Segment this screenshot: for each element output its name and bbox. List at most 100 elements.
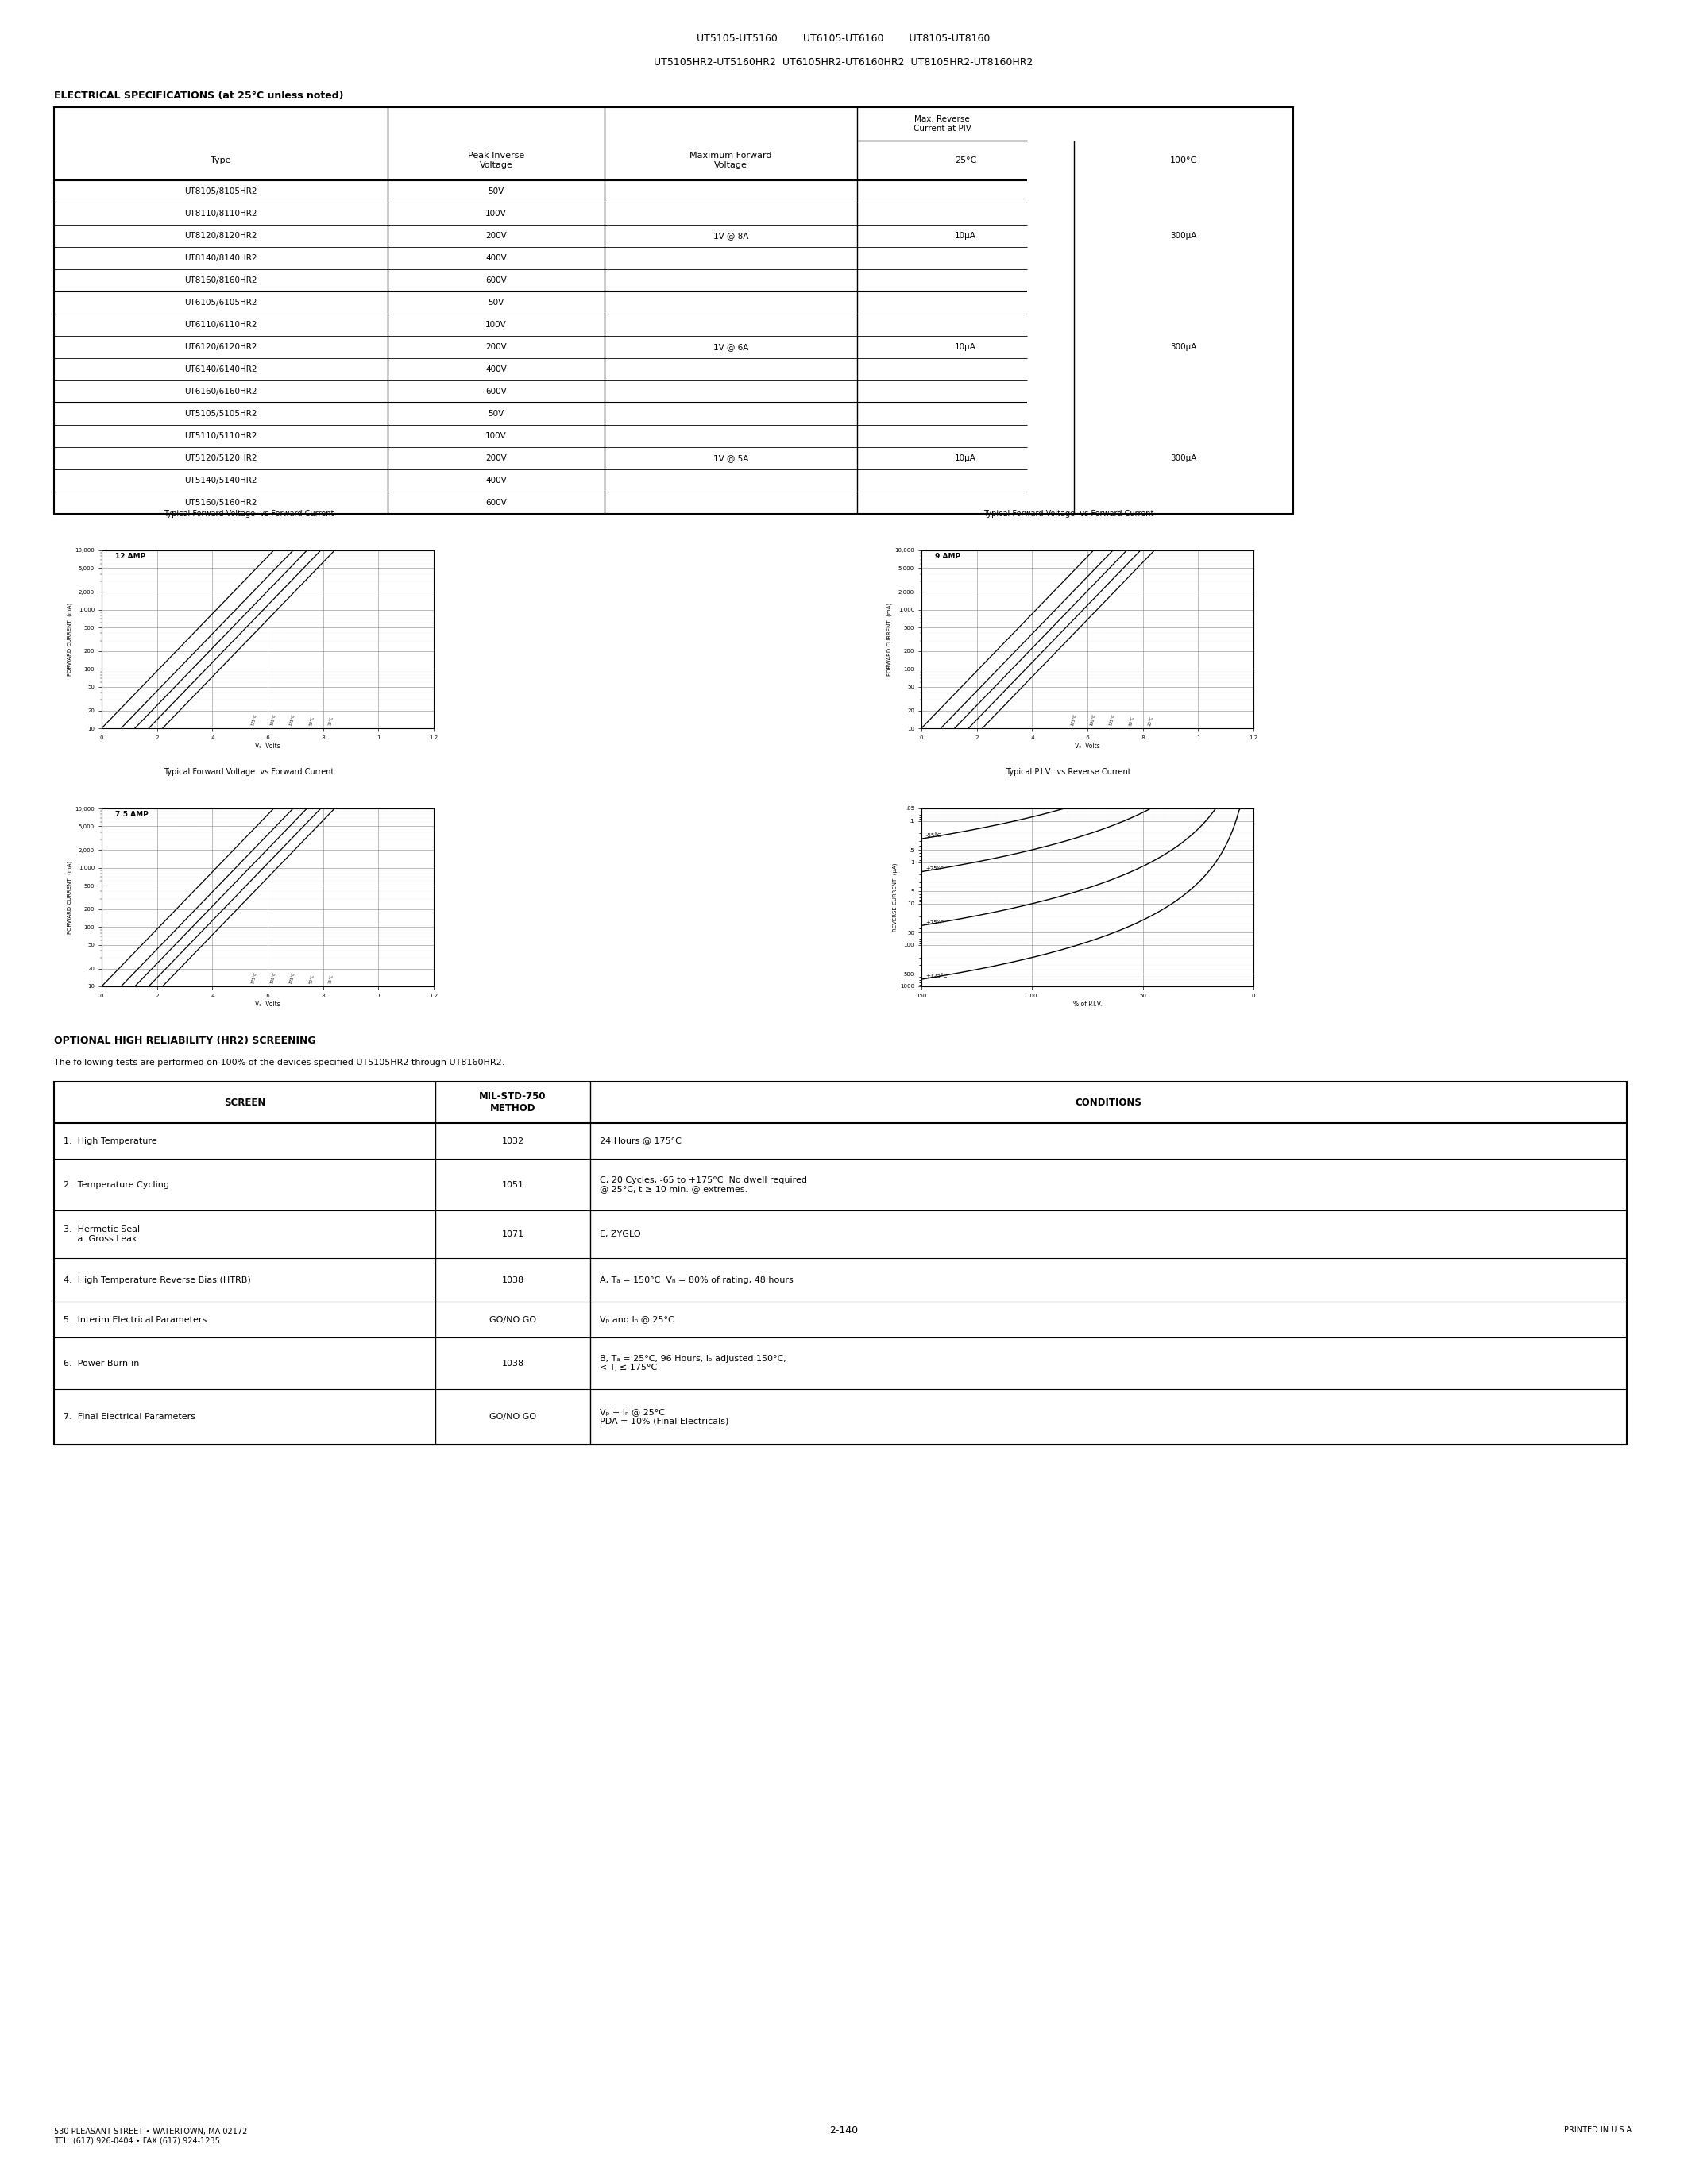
- Text: UT6110/6110HR2: UT6110/6110HR2: [184, 321, 257, 330]
- Text: 175°C: 175°C: [250, 714, 257, 725]
- Text: UT6140/6140HR2: UT6140/6140HR2: [184, 365, 257, 373]
- Text: UT5105/5105HR2: UT5105/5105HR2: [184, 411, 257, 417]
- Text: Typical P.I.V.  vs Reverse Current: Typical P.I.V. vs Reverse Current: [1006, 769, 1131, 775]
- Text: 1V @ 5A: 1V @ 5A: [712, 454, 748, 463]
- Text: 24 Hours @ 175°C: 24 Hours @ 175°C: [599, 1138, 682, 1144]
- Text: E, ZYGLO: E, ZYGLO: [599, 1230, 641, 1238]
- Text: 400V: 400V: [486, 365, 506, 373]
- Text: 6.  Power Burn-in: 6. Power Burn-in: [64, 1358, 140, 1367]
- Text: Vₚ + Iₙ @ 25°C
PDA = 10% (Final Electricals): Vₚ + Iₙ @ 25°C PDA = 10% (Final Electric…: [599, 1409, 729, 1426]
- Text: 125°C: 125°C: [289, 972, 295, 985]
- Text: Max. Reverse
Current at PIV: Max. Reverse Current at PIV: [913, 116, 971, 133]
- Text: SCREEN: SCREEN: [225, 1096, 265, 1107]
- Text: UT5105HR2-UT5160HR2  UT6105HR2-UT6160HR2  UT8105HR2-UT8160HR2: UT5105HR2-UT5160HR2 UT6105HR2-UT6160HR2 …: [653, 57, 1033, 68]
- Text: C, 20 Cycles, -65 to +175°C  No dwell required
@ 25°C, t ≥ 10 min. @ extremes.: C, 20 Cycles, -65 to +175°C No dwell req…: [599, 1175, 807, 1192]
- Bar: [54, 107, 1293, 513]
- Text: 1.  High Temperature: 1. High Temperature: [64, 1138, 157, 1144]
- Text: UT6105/6105HR2: UT6105/6105HR2: [184, 299, 257, 306]
- Text: +25°C: +25°C: [927, 867, 944, 871]
- Text: 300μA: 300μA: [1170, 232, 1197, 240]
- Text: 200V: 200V: [486, 343, 506, 352]
- X-axis label: % of P.I.V.: % of P.I.V.: [1074, 1000, 1102, 1007]
- Text: 175°C: 175°C: [1070, 714, 1077, 725]
- Text: 300μA: 300μA: [1170, 454, 1197, 463]
- Text: 600V: 600V: [486, 498, 506, 507]
- X-axis label: Vₑ  Volts: Vₑ Volts: [1075, 743, 1101, 749]
- Text: UT5105-UT5160        UT6105-UT6160        UT8105-UT8160: UT5105-UT5160 UT6105-UT6160 UT8105-UT816…: [697, 33, 991, 44]
- Y-axis label: FORWARD CURRENT  (mA): FORWARD CURRENT (mA): [888, 603, 893, 675]
- Text: 7.  Final Electrical Parameters: 7. Final Electrical Parameters: [64, 1413, 196, 1422]
- Text: 50V: 50V: [488, 411, 505, 417]
- Text: 1V @ 8A: 1V @ 8A: [712, 232, 748, 240]
- Text: B, Tₐ = 25°C, 96 Hours, Iₒ adjusted 150°C,
< Tⱼ ≤ 175°C: B, Tₐ = 25°C, 96 Hours, Iₒ adjusted 150°…: [599, 1354, 787, 1372]
- Text: 2.  Temperature Cycling: 2. Temperature Cycling: [64, 1182, 169, 1188]
- Text: 1051: 1051: [501, 1182, 523, 1188]
- Text: Typical Forward Voltage  vs Forward Current: Typical Forward Voltage vs Forward Curre…: [164, 769, 334, 775]
- Text: UT5140/5140HR2: UT5140/5140HR2: [184, 476, 257, 485]
- Text: 200V: 200V: [486, 232, 506, 240]
- Text: 50°C: 50°C: [309, 974, 316, 985]
- Text: 50°C: 50°C: [1129, 716, 1134, 725]
- Text: OPTIONAL HIGH RELIABILITY (HR2) SCREENING: OPTIONAL HIGH RELIABILITY (HR2) SCREENIN…: [54, 1035, 316, 1046]
- Text: 300μA: 300μA: [1170, 343, 1197, 352]
- Text: GO/NO GO: GO/NO GO: [490, 1315, 537, 1324]
- Text: PRINTED IN U.S.A.: PRINTED IN U.S.A.: [1565, 2125, 1634, 2134]
- Text: Type: Type: [211, 157, 231, 164]
- Text: 50V: 50V: [488, 188, 505, 194]
- Text: 175°C: 175°C: [250, 972, 257, 985]
- Text: 25°C: 25°C: [327, 716, 334, 725]
- Text: Typical Forward Voltage  vs Forward Current: Typical Forward Voltage vs Forward Curre…: [164, 509, 334, 518]
- X-axis label: Vₑ  Volts: Vₑ Volts: [255, 1000, 280, 1007]
- Text: 600V: 600V: [486, 277, 506, 284]
- Text: 1032: 1032: [501, 1138, 523, 1144]
- Y-axis label: FORWARD CURRENT  (mA): FORWARD CURRENT (mA): [68, 603, 73, 675]
- Text: 10μA: 10μA: [955, 454, 976, 463]
- X-axis label: Vₑ  Volts: Vₑ Volts: [255, 743, 280, 749]
- Text: 5.  Interim Electrical Parameters: 5. Interim Electrical Parameters: [64, 1315, 206, 1324]
- Text: 9 AMP: 9 AMP: [935, 553, 960, 561]
- Text: +75°C: +75°C: [927, 919, 944, 926]
- Text: UT5120/5120HR2: UT5120/5120HR2: [184, 454, 257, 463]
- Text: 50V: 50V: [488, 299, 505, 306]
- Text: 12 AMP: 12 AMP: [115, 553, 145, 561]
- Text: 400V: 400V: [486, 476, 506, 485]
- Text: 2-140: 2-140: [829, 2125, 858, 2136]
- Text: 100V: 100V: [486, 432, 506, 439]
- Text: 1038: 1038: [501, 1358, 523, 1367]
- Text: 100°C: 100°C: [270, 972, 277, 985]
- Text: UT6120/6120HR2: UT6120/6120HR2: [184, 343, 257, 352]
- Text: 1038: 1038: [501, 1275, 523, 1284]
- Text: UT8160/8160HR2: UT8160/8160HR2: [184, 277, 257, 284]
- Text: 4.  High Temperature Reverse Bias (HTRB): 4. High Temperature Reverse Bias (HTRB): [64, 1275, 252, 1284]
- Text: 25°C: 25°C: [327, 974, 334, 985]
- Text: GO/NO GO: GO/NO GO: [490, 1413, 537, 1422]
- Text: UT8110/8110HR2: UT8110/8110HR2: [184, 210, 257, 218]
- Text: 10μA: 10μA: [955, 343, 976, 352]
- Bar: [54, 1081, 1627, 1444]
- Text: Vₚ and Iₙ @ 25°C: Vₚ and Iₙ @ 25°C: [599, 1315, 674, 1324]
- Text: UT6160/6160HR2: UT6160/6160HR2: [184, 387, 257, 395]
- Text: 1V @ 6A: 1V @ 6A: [712, 343, 748, 352]
- Text: 600V: 600V: [486, 387, 506, 395]
- Y-axis label: FORWARD CURRENT  (mA): FORWARD CURRENT (mA): [68, 860, 73, 935]
- Text: Maximum Forward
Voltage: Maximum Forward Voltage: [690, 153, 771, 168]
- Text: 25°C: 25°C: [1148, 716, 1155, 725]
- Text: 530 PLEASANT STREET • WATERTOWN, MA 02172
TEL: (617) 926-0404 • FAX (617) 924-12: 530 PLEASANT STREET • WATERTOWN, MA 0217…: [54, 2127, 248, 2145]
- Text: -55°C: -55°C: [927, 834, 942, 839]
- Text: A, Tₐ = 150°C  Vₙ = 80% of rating, 48 hours: A, Tₐ = 150°C Vₙ = 80% of rating, 48 hou…: [599, 1275, 793, 1284]
- Text: 50°C: 50°C: [309, 716, 316, 725]
- Text: Peak Inverse
Voltage: Peak Inverse Voltage: [468, 153, 525, 168]
- Text: CONDITIONS: CONDITIONS: [1075, 1096, 1141, 1107]
- Text: 100°C: 100°C: [270, 714, 277, 725]
- Text: 200V: 200V: [486, 454, 506, 463]
- Text: 100°C: 100°C: [1170, 157, 1197, 164]
- Y-axis label: REVERSE CURRENT  (μA): REVERSE CURRENT (μA): [893, 863, 898, 933]
- Text: Typical Forward Voltage  vs Forward Current: Typical Forward Voltage vs Forward Curre…: [982, 509, 1153, 518]
- Text: UT8105/8105HR2: UT8105/8105HR2: [184, 188, 257, 194]
- Text: UT5160/5160HR2: UT5160/5160HR2: [184, 498, 257, 507]
- Text: ELECTRICAL SPECIFICATIONS (at 25°C unless noted): ELECTRICAL SPECIFICATIONS (at 25°C unles…: [54, 90, 344, 100]
- Text: 100°C: 100°C: [1089, 714, 1097, 725]
- Text: 100V: 100V: [486, 210, 506, 218]
- Text: The following tests are performed on 100% of the devices specified UT5105HR2 thr: The following tests are performed on 100…: [54, 1059, 505, 1066]
- Text: 125°C: 125°C: [289, 714, 295, 725]
